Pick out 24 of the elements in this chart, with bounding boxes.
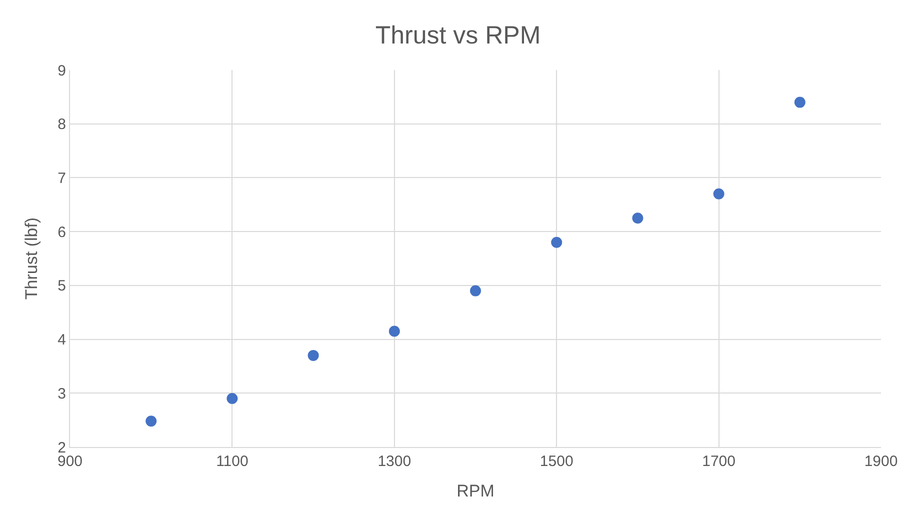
y-tick-label: 3 xyxy=(58,385,66,402)
x-tick-label: 1900 xyxy=(864,453,898,470)
y-tick-label: 8 xyxy=(58,116,66,134)
y-tick-label: 5 xyxy=(58,278,66,295)
y-axis-title: Thrust (lbf) xyxy=(22,217,42,300)
point xyxy=(308,350,319,361)
x-tick-label: 1700 xyxy=(702,453,736,470)
x-tick-label: 1500 xyxy=(540,453,574,470)
y-tick-label: 6 xyxy=(58,224,66,241)
y-tick-label: 7 xyxy=(58,170,66,187)
point xyxy=(632,212,644,224)
point xyxy=(388,326,400,337)
point xyxy=(146,416,157,427)
point xyxy=(713,188,724,200)
y-tick-label: 9 xyxy=(58,62,66,80)
y-tick-label: 4 xyxy=(58,332,66,349)
point xyxy=(470,285,481,296)
point xyxy=(226,393,238,404)
point xyxy=(551,236,562,248)
point xyxy=(794,96,806,108)
x-tick-label: 1100 xyxy=(216,453,248,470)
x-tick-label: 1300 xyxy=(378,453,412,470)
x-axis-title: RPM xyxy=(456,481,494,500)
chart-title: Thrust vs RPM xyxy=(375,21,541,50)
